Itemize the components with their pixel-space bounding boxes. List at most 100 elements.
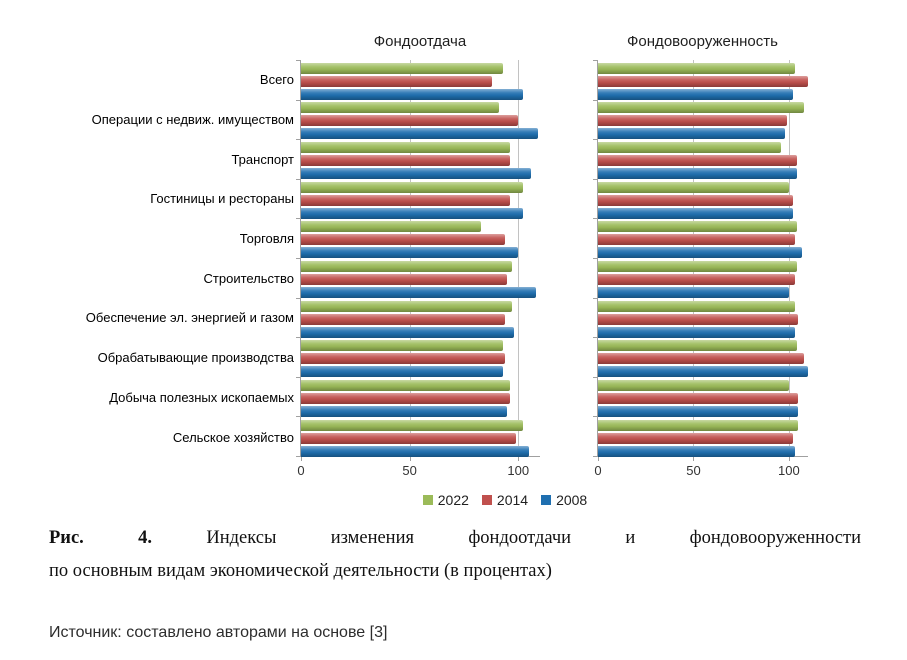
bar-2022 bbox=[598, 141, 782, 153]
category-label: Транспорт bbox=[231, 151, 294, 167]
category-axis-tick bbox=[593, 178, 597, 180]
legend-swatch-icon bbox=[481, 495, 492, 505]
legend-swatch-icon bbox=[541, 495, 552, 505]
bar-2014 bbox=[598, 313, 799, 325]
bar-2022 bbox=[598, 221, 797, 233]
category-axis-tick bbox=[593, 218, 597, 220]
bar-2008 bbox=[598, 406, 799, 417]
bar-2014 bbox=[598, 194, 793, 206]
bar-2022 bbox=[301, 141, 510, 153]
x-axis-tick bbox=[409, 457, 411, 461]
category-axis-tick bbox=[296, 258, 300, 259]
legend-item-2014: 2014 bbox=[481, 492, 528, 508]
chart-title-fondootdacha: Фондоотдача bbox=[373, 33, 467, 50]
category-axis-tick bbox=[296, 218, 300, 220]
bar-group bbox=[598, 100, 808, 140]
plot-fondootdacha: 0 50 100 bbox=[296, 60, 540, 478]
bar-2014 bbox=[598, 154, 797, 166]
bar-2022 bbox=[301, 102, 499, 114]
x-axis-tick-label: 50 bbox=[686, 463, 701, 478]
x-axis-tick-label: 0 bbox=[297, 463, 305, 478]
bar-group bbox=[301, 100, 540, 140]
caption-line-1: Рис. 4. Индексы изменения фондоотдачи и … bbox=[49, 522, 861, 555]
x-axis-tick-label: 100 bbox=[507, 463, 530, 478]
legend-item-2008: 2008 bbox=[541, 492, 587, 508]
category-label: Строительство bbox=[203, 270, 294, 286]
bar-group bbox=[598, 60, 808, 100]
bar-2014 bbox=[598, 273, 795, 285]
bar-group bbox=[301, 258, 540, 298]
category-axis-tick bbox=[296, 337, 300, 339]
bar-2022 bbox=[301, 380, 510, 391]
bar-group bbox=[301, 139, 540, 179]
legend-item-2022: 2022 bbox=[422, 492, 469, 508]
figure-caption: Рис. 4. Индексы изменения фондоотдачи и … bbox=[49, 522, 861, 588]
chart-title-fondovooruzhennost: Фондовооруженность bbox=[627, 33, 778, 50]
bar-group bbox=[598, 298, 808, 338]
bar-2014 bbox=[301, 115, 519, 127]
x-axis-tick bbox=[598, 457, 599, 461]
bar-2008 bbox=[301, 406, 508, 417]
bar-2014 bbox=[598, 353, 805, 365]
category-label: Гостиницы и рестораны bbox=[150, 191, 294, 207]
bar-2008 bbox=[301, 207, 523, 219]
plot-fondovooruzhennost: 0 50 100 bbox=[593, 60, 808, 478]
bar-group bbox=[301, 417, 540, 457]
bar-2014 bbox=[301, 273, 508, 285]
bar-2022 bbox=[301, 419, 523, 431]
category-label: Торговля bbox=[239, 231, 294, 247]
bar-2008 bbox=[301, 445, 530, 457]
bar-2022 bbox=[301, 300, 512, 312]
category-axis-tick bbox=[593, 60, 597, 61]
bar-2022 bbox=[301, 260, 512, 272]
bar-2014 bbox=[301, 234, 506, 246]
bar-2008 bbox=[301, 286, 536, 298]
bar-2022 bbox=[301, 340, 504, 352]
bar-2014 bbox=[598, 393, 799, 404]
bar-2022 bbox=[598, 102, 805, 114]
bar-group bbox=[598, 258, 808, 298]
legend: 2022 2014 2008 bbox=[300, 490, 710, 510]
bar-2008 bbox=[301, 326, 514, 338]
category-axis-tick bbox=[593, 297, 597, 299]
category-axis-tick bbox=[296, 60, 300, 61]
bar-2008 bbox=[301, 88, 523, 100]
bar-2008 bbox=[301, 167, 532, 179]
bar-2014 bbox=[598, 115, 787, 127]
caption-line-2: по основным видам экономической деятельн… bbox=[49, 561, 552, 581]
category-axis-tick bbox=[593, 139, 597, 141]
figure-number: Рис. 4. bbox=[49, 528, 152, 548]
bar-2008 bbox=[598, 207, 793, 219]
bar-group bbox=[301, 179, 540, 219]
bar-2014 bbox=[301, 313, 506, 325]
bar-group bbox=[598, 179, 808, 219]
category-axis-tick bbox=[593, 456, 597, 457]
category-axis-tick bbox=[593, 416, 597, 418]
category-axis-tick bbox=[296, 416, 300, 418]
bar-group bbox=[598, 139, 808, 179]
bar-2008 bbox=[598, 326, 795, 338]
x-axis-tick-label: 0 bbox=[594, 463, 602, 478]
x-axis-tick-label: 100 bbox=[778, 463, 800, 478]
bar-2014 bbox=[598, 234, 795, 246]
x-axis-tick-label: 50 bbox=[402, 463, 417, 478]
bar-2008 bbox=[598, 167, 797, 179]
bar-2022 bbox=[598, 300, 795, 312]
category-axis-tick bbox=[296, 456, 300, 457]
bar-2022 bbox=[598, 62, 795, 74]
category-axis-tick bbox=[296, 376, 300, 378]
category-axis-tick bbox=[593, 376, 597, 378]
bar-2008 bbox=[598, 445, 795, 457]
x-axis-tick bbox=[301, 457, 302, 461]
x-axis-tick bbox=[693, 457, 695, 461]
bar-2022 bbox=[301, 221, 482, 233]
bar-2014 bbox=[301, 393, 510, 404]
category-label: Сельское хозяйство bbox=[172, 429, 294, 445]
bar-2014 bbox=[598, 432, 793, 444]
category-labels-column: Всего Операции с недвиж. имуществом Трансп… bbox=[38, 60, 294, 457]
bar-group bbox=[301, 219, 540, 259]
bar-2014 bbox=[301, 154, 510, 166]
category-axis-tick bbox=[593, 99, 597, 101]
category-axis-tick bbox=[593, 337, 597, 339]
legend-label: 2022 bbox=[437, 492, 469, 508]
